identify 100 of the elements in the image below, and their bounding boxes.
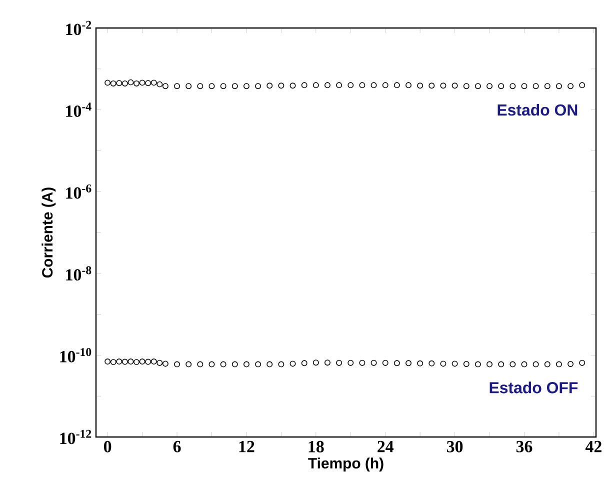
point [382, 82, 388, 88]
point [290, 360, 296, 367]
point [406, 82, 412, 88]
point [568, 361, 574, 367]
point [348, 360, 354, 366]
point [150, 358, 157, 365]
point [243, 361, 250, 368]
point [440, 360, 446, 367]
point [510, 83, 516, 90]
point [440, 82, 446, 89]
point [145, 358, 152, 365]
point [428, 82, 435, 89]
point [174, 361, 180, 368]
point [174, 83, 180, 90]
series-label: Estado OFF [490, 382, 578, 394]
point [521, 361, 528, 368]
point [266, 82, 273, 89]
x-tick-label: 30 [446, 440, 463, 452]
point [104, 80, 111, 86]
point [255, 83, 262, 90]
point [116, 358, 122, 365]
point [498, 361, 504, 368]
point [220, 361, 226, 368]
point [544, 83, 550, 90]
point [278, 82, 284, 89]
point [220, 83, 226, 90]
point [370, 82, 377, 88]
point [568, 83, 574, 90]
point [232, 83, 238, 90]
point [208, 83, 215, 90]
x-tick-label: 6 [173, 440, 181, 452]
x-tick-label: 24 [378, 440, 394, 452]
y-tick-label: 10$^{-10}$ [60, 348, 92, 362]
point [312, 82, 319, 88]
point [556, 83, 562, 90]
point [208, 361, 215, 368]
x-tick-label: 0 [104, 440, 112, 452]
point [104, 358, 111, 365]
y-tick-label: 10$^{-2}$ [66, 20, 92, 36]
point [417, 360, 424, 366]
point [116, 80, 122, 86]
y-tick-label: 10$^{-8}$ [66, 266, 92, 281]
point [122, 358, 128, 365]
point [186, 361, 192, 368]
point [122, 80, 128, 86]
point [301, 82, 308, 88]
point [197, 83, 204, 90]
point [394, 360, 400, 366]
point [452, 82, 458, 89]
point [186, 83, 192, 90]
point [417, 82, 424, 89]
y-axis-title: Corriente (A) [42, 188, 56, 278]
point [556, 361, 562, 368]
y-tick-label: 10$^{-4}$ [66, 102, 92, 117]
point [232, 361, 238, 368]
point [139, 358, 146, 365]
point [510, 361, 516, 368]
point [255, 361, 262, 368]
point [370, 360, 377, 366]
point [463, 83, 470, 90]
point [110, 359, 116, 366]
point [359, 82, 366, 88]
point [290, 82, 296, 89]
x-tick-label: 42 [585, 440, 602, 452]
point [544, 361, 550, 368]
point [139, 80, 146, 86]
point [162, 360, 168, 367]
point [579, 360, 586, 366]
point [110, 80, 116, 86]
point [278, 361, 284, 368]
point [394, 82, 400, 88]
point [156, 360, 163, 366]
point [348, 82, 354, 88]
point [428, 360, 435, 366]
point [197, 361, 204, 368]
point [498, 83, 504, 90]
x-tick-label: 18 [308, 440, 324, 452]
point [324, 82, 330, 88]
point [156, 81, 163, 88]
point [145, 80, 152, 86]
point [336, 82, 342, 88]
point [128, 358, 134, 365]
y-tick-label: 10$^{-12}$ [60, 430, 92, 444]
point [521, 83, 528, 90]
point [301, 360, 308, 366]
point [312, 360, 319, 366]
point [336, 360, 342, 366]
point [243, 83, 250, 90]
point [134, 80, 140, 86]
point [463, 361, 470, 367]
point [324, 360, 330, 366]
point [382, 360, 388, 366]
point [532, 361, 539, 368]
point [359, 360, 366, 366]
point [452, 360, 458, 367]
x-tick-label: 12 [239, 440, 254, 452]
point [532, 83, 539, 90]
point [579, 82, 586, 88]
point [150, 80, 157, 86]
y-tick-label: 10$^{-6}$ [66, 184, 92, 199]
